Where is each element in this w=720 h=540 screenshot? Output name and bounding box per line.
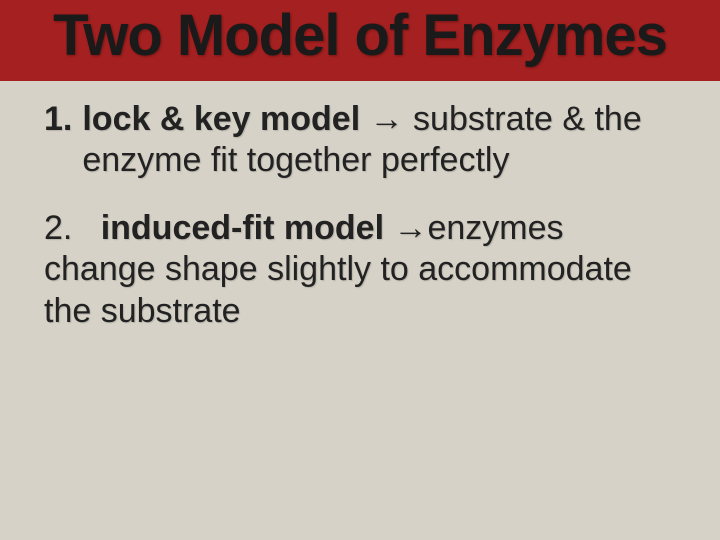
item-1-text: lock & key model → substrate & the enzym… [82, 99, 676, 182]
item-1-number: 1. [44, 99, 72, 182]
item-2-arrow: → [384, 209, 427, 247]
content-area: 1. lock & key model → substrate & the en… [0, 81, 720, 332]
list-item-1: 1. lock & key model → substrate & the en… [44, 99, 676, 182]
title-band: Two Model of Enzymes [0, 0, 720, 81]
slide: Two Model of Enzymes 1. lock & key model… [0, 0, 720, 540]
slide-title: Two Model of Enzymes [0, 6, 720, 67]
item-2-number: 2. [44, 209, 72, 247]
list-item-2: 2. induced-fit model →enzymes change sha… [44, 208, 676, 332]
item-1-arrow: → [360, 100, 413, 138]
item-2-bold: induced-fit model [101, 209, 384, 247]
item-1-bold: lock & key model [82, 100, 360, 138]
